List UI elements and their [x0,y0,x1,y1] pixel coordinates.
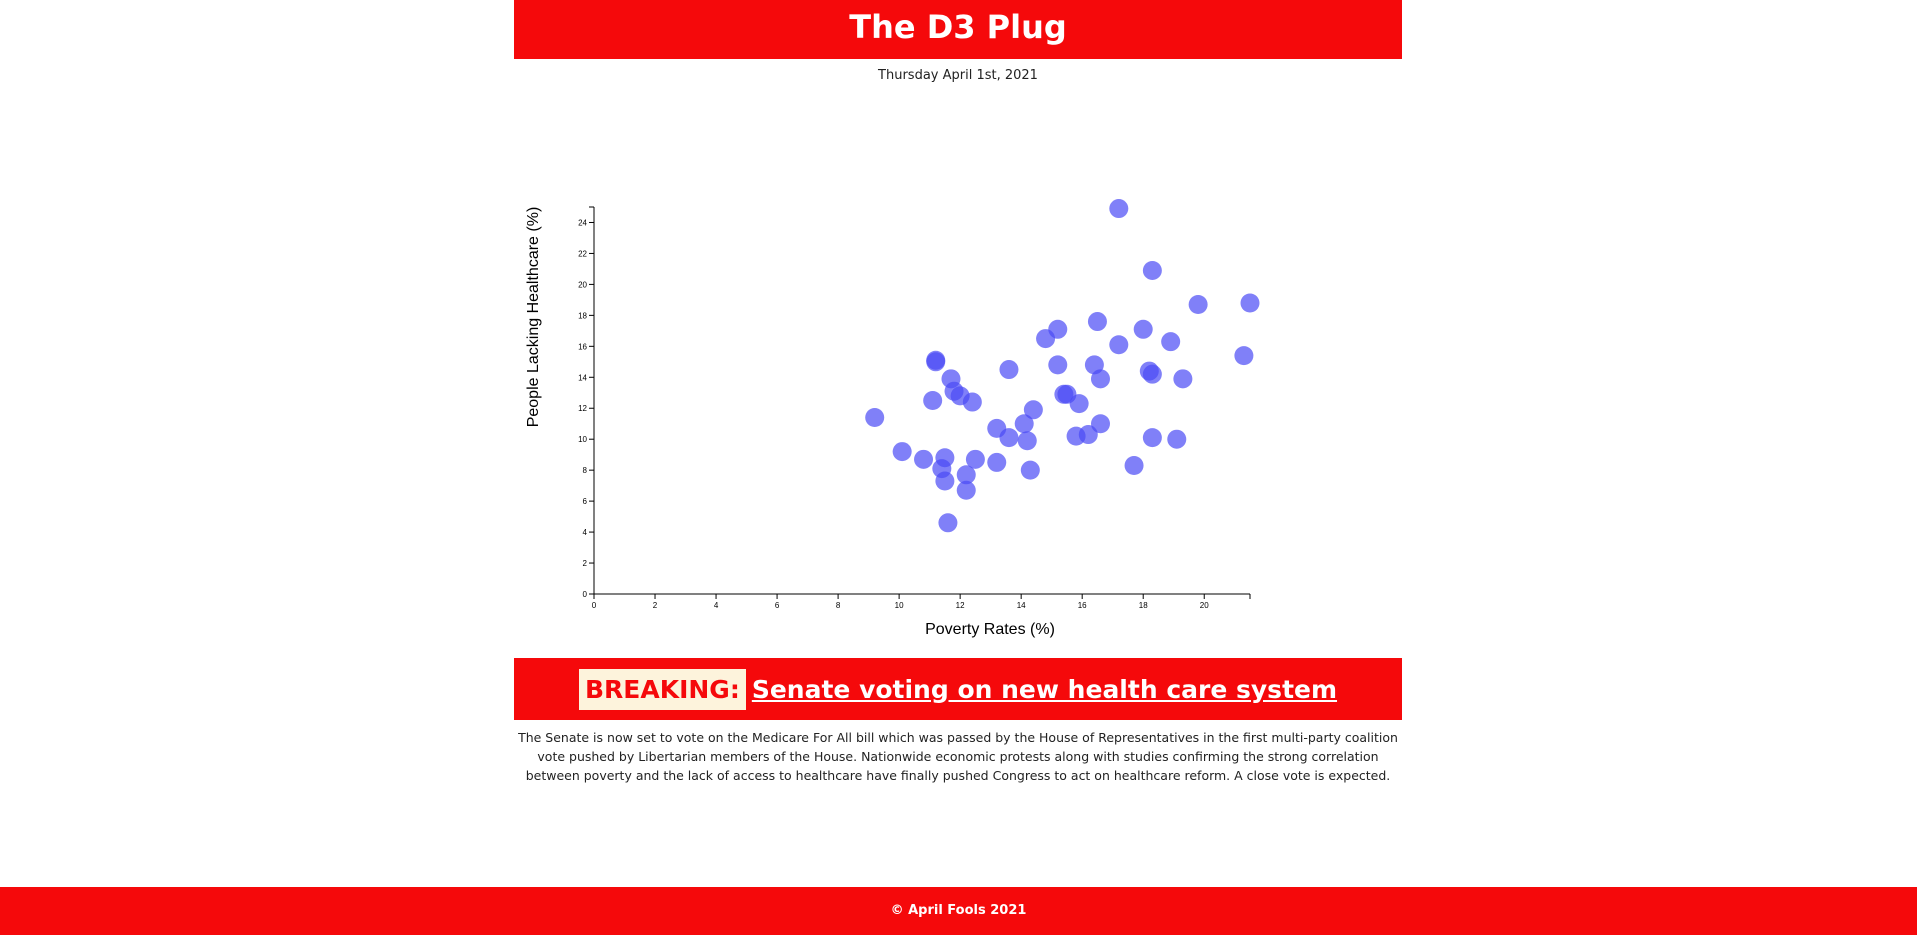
y-tick-label: 2 [583,559,588,568]
x-tick-label: 18 [1139,601,1148,610]
data-point [1188,295,1208,315]
data-point [1173,369,1193,389]
data-point [1240,293,1260,313]
data-point [965,449,985,469]
breaking-news-banner: BREAKING: Senate voting on new health ca… [514,658,1402,720]
data-point [1142,260,1162,280]
data-point [1017,431,1037,451]
data-point [892,442,912,462]
x-tick-label: 2 [653,601,658,610]
breaking-tag: BREAKING: [578,668,746,710]
data-point [1036,329,1056,349]
x-tick-label: 16 [1078,601,1087,610]
data-point [1142,364,1162,384]
x-tick-label: 14 [1017,601,1026,610]
breaking-headline-link[interactable]: Senate voting on new health care system [751,674,1338,704]
site-footer: © April Fools 2021 [0,887,1917,935]
x-tick-label: 4 [714,601,719,610]
data-point [1090,369,1110,389]
data-point [935,471,955,491]
publish-date: Thursday April 1st, 2021 [878,68,1038,83]
data-point [1023,400,1043,420]
data-point [1069,394,1089,414]
y-tick-label: 14 [578,373,587,382]
x-tick-label: 8 [836,601,841,610]
data-point [999,360,1019,380]
data-point [865,408,885,428]
data-point [956,465,976,485]
x-tick-label: 0 [592,601,597,610]
article-body: The Senate is now set to vote on the Med… [518,730,1398,783]
data-point [1142,428,1162,448]
site-title: The D3 Plug [849,8,1067,46]
data-point [938,513,958,533]
scatter-chart: 0 2 4 6 8 10 12 14 16 18 20 024681012141618202224 … [525,199,1260,638]
data-point [923,391,943,410]
data-point [956,480,976,500]
y-tick-label: 0 [583,590,588,599]
data-point [1014,414,1034,434]
data-point [1048,355,1068,375]
y-tick-label: 18 [578,311,587,320]
data-point [1133,319,1153,339]
x-tick-label: 6 [775,601,780,610]
x-tick-label: 20 [1200,601,1209,610]
x-tick-label: 10 [895,601,904,610]
y-tick-label: 6 [583,497,588,506]
footer-copyright: © April Fools 2021 [890,903,1027,918]
y-tick-label: 20 [578,280,587,289]
data-point [1109,199,1129,219]
y-tick-label: 4 [583,528,588,537]
data-point [999,428,1019,448]
data-point [1109,335,1129,355]
y-tick-label: 24 [578,218,587,227]
data-point [1087,312,1107,332]
y-axis-title: People Lacking Healthcare (%) [525,207,542,428]
y-tick-label: 12 [578,404,587,413]
data-point [914,449,934,469]
data-point [926,352,946,372]
x-axis-title: Poverty Rates (%) [925,621,1055,638]
x-tick-label: 12 [956,601,965,610]
site-header: The D3 Plug [514,0,1402,59]
data-point [1090,414,1110,434]
plot-area [865,199,1260,533]
data-point [1234,346,1254,366]
y-tick-label: 10 [578,435,587,444]
data-point [1124,456,1144,476]
data-point [1020,460,1040,480]
data-point [962,392,982,412]
y-tick-label: 16 [578,342,587,351]
data-point [1078,425,1098,445]
data-point [987,452,1007,472]
data-point [1161,332,1181,352]
data-point [1167,429,1187,449]
y-tick-label: 8 [583,466,588,475]
y-tick-label: 22 [578,249,587,258]
x-axis: 0 2 4 6 8 10 12 14 16 18 20 [592,593,1251,610]
